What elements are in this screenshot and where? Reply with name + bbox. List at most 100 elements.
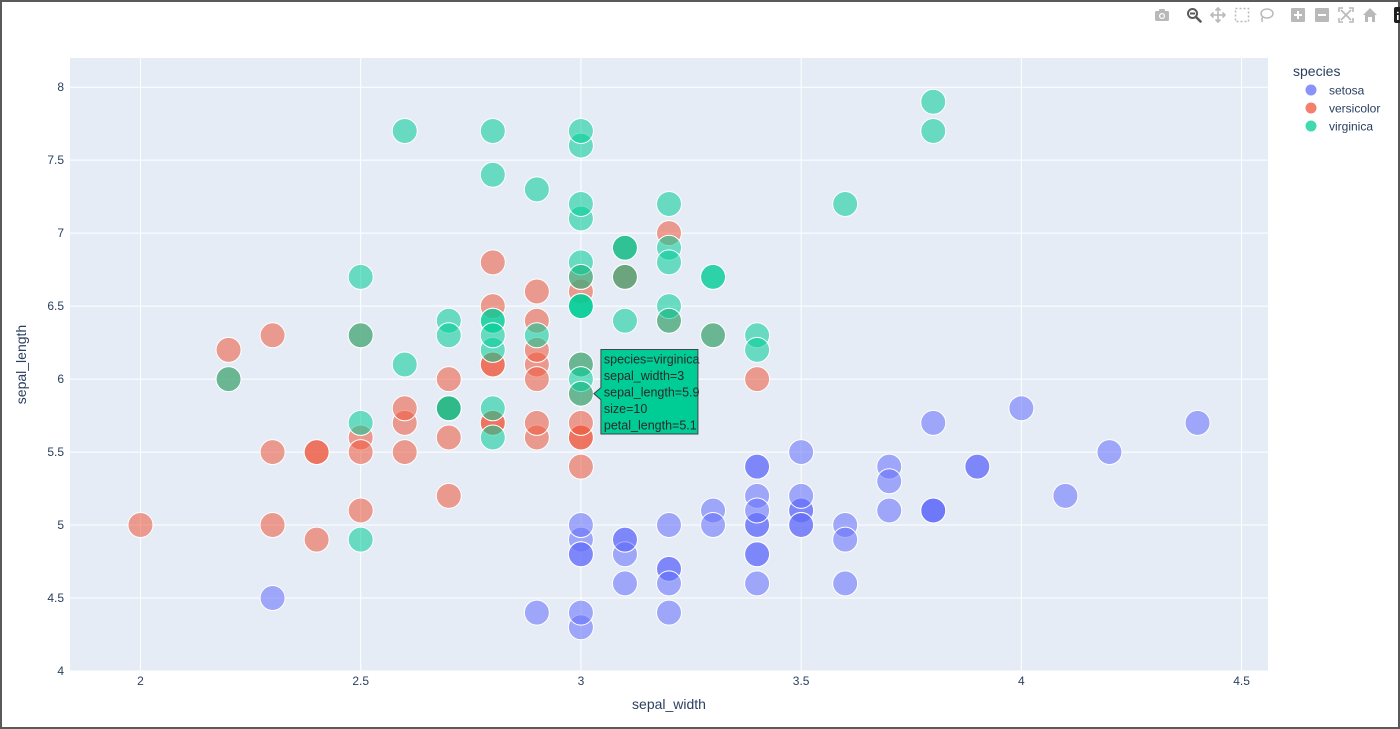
- data-point-versicolor[interactable]: [215, 336, 242, 363]
- data-point-virginica[interactable]: [347, 322, 374, 349]
- data-point-virginica[interactable]: [700, 263, 727, 290]
- data-point-setosa[interactable]: [788, 482, 815, 509]
- data-point-virginica[interactable]: [215, 366, 242, 393]
- data-point-virginica[interactable]: [391, 117, 418, 144]
- data-point-setosa[interactable]: [259, 585, 286, 612]
- data-point-versicolor[interactable]: [523, 366, 550, 393]
- data-point-setosa[interactable]: [611, 570, 638, 597]
- data-point-versicolor[interactable]: [347, 497, 374, 524]
- legend-item-versicolor[interactable]: versicolor: [1305, 102, 1381, 116]
- data-point-virginica[interactable]: [479, 424, 506, 451]
- data-point-virginica[interactable]: [479, 322, 506, 349]
- data-point-versicolor[interactable]: [391, 395, 418, 422]
- data-point-virginica[interactable]: [567, 190, 594, 217]
- data-point-virginica[interactable]: [611, 307, 638, 334]
- data-point-setosa[interactable]: [700, 512, 727, 539]
- data-point-virginica[interactable]: [611, 234, 638, 261]
- zoom-icon[interactable]: [1182, 4, 1206, 26]
- legend-item-setosa[interactable]: setosa: [1305, 84, 1365, 98]
- zoom-out-icon[interactable]: [1310, 4, 1334, 26]
- data-point-versicolor[interactable]: [744, 366, 771, 393]
- data-point-virginica[interactable]: [347, 526, 374, 553]
- data-point-setosa[interactable]: [744, 570, 771, 597]
- legend[interactable]: species setosa versicolor virginica: [1293, 63, 1380, 134]
- data-point-versicolor[interactable]: [435, 424, 462, 451]
- data-point-virginica[interactable]: [523, 322, 550, 349]
- data-point-virginica[interactable]: [567, 293, 594, 320]
- data-point-virginica[interactable]: [347, 263, 374, 290]
- data-point-virginica[interactable]: [435, 322, 462, 349]
- data-point-virginica[interactable]: [567, 117, 594, 144]
- data-point-virginica[interactable]: [567, 263, 594, 290]
- data-point-setosa[interactable]: [920, 497, 947, 524]
- pan-icon[interactable]: [1206, 4, 1230, 26]
- data-points[interactable]: [127, 88, 1211, 641]
- data-point-setosa[interactable]: [744, 453, 771, 480]
- data-point-versicolor[interactable]: [259, 322, 286, 349]
- data-point-versicolor[interactable]: [479, 249, 506, 276]
- data-point-setosa[interactable]: [1008, 395, 1035, 422]
- data-point-virginica[interactable]: [700, 322, 727, 349]
- data-point-virginica[interactable]: [920, 117, 947, 144]
- data-point-versicolor[interactable]: [391, 439, 418, 466]
- data-point-setosa[interactable]: [1184, 409, 1211, 436]
- data-point-virginica[interactable]: [523, 176, 550, 203]
- data-point-virginica[interactable]: [920, 88, 947, 115]
- data-point-versicolor[interactable]: [435, 482, 462, 509]
- data-point-virginica[interactable]: [744, 336, 771, 363]
- x-tick-label: 4: [1018, 674, 1025, 688]
- data-point-setosa[interactable]: [1052, 482, 1079, 509]
- data-point-versicolor[interactable]: [259, 439, 286, 466]
- reset-axes-icon[interactable]: [1358, 4, 1382, 26]
- data-point-setosa[interactable]: [656, 570, 682, 597]
- data-point-virginica[interactable]: [611, 263, 638, 290]
- data-point-versicolor[interactable]: [567, 409, 594, 436]
- data-point-virginica[interactable]: [479, 117, 506, 144]
- data-point-versicolor[interactable]: [435, 366, 462, 393]
- data-point-setosa[interactable]: [1096, 439, 1123, 466]
- data-point-setosa[interactable]: [744, 541, 771, 568]
- data-point-versicolor[interactable]: [259, 512, 286, 539]
- data-point-virginica[interactable]: [479, 161, 506, 188]
- data-point-setosa[interactable]: [744, 497, 771, 524]
- data-point-setosa[interactable]: [876, 497, 903, 524]
- data-point-setosa[interactable]: [964, 453, 991, 480]
- data-point-virginica[interactable]: [479, 395, 506, 422]
- data-point-setosa[interactable]: [656, 512, 682, 539]
- camera-icon[interactable]: [1150, 4, 1174, 26]
- data-point-virginica[interactable]: [656, 307, 682, 334]
- data-point-setosa[interactable]: [832, 526, 859, 553]
- data-point-virginica[interactable]: [832, 190, 859, 217]
- autoscale-icon[interactable]: [1334, 4, 1358, 26]
- data-point-virginica[interactable]: [435, 395, 462, 422]
- data-point-setosa[interactable]: [567, 541, 594, 568]
- data-point-versicolor[interactable]: [303, 439, 330, 466]
- data-point-versicolor[interactable]: [303, 526, 330, 553]
- data-point-versicolor[interactable]: [127, 512, 154, 539]
- data-point-versicolor[interactable]: [523, 409, 550, 436]
- box-select-icon[interactable]: [1230, 4, 1254, 26]
- data-point-setosa[interactable]: [788, 512, 815, 539]
- data-point-setosa[interactable]: [567, 599, 594, 626]
- data-point-setosa[interactable]: [611, 526, 638, 553]
- data-point-virginica[interactable]: [656, 249, 682, 276]
- data-point-setosa[interactable]: [876, 468, 903, 495]
- data-point-versicolor[interactable]: [567, 453, 594, 480]
- data-point-setosa[interactable]: [920, 409, 947, 436]
- data-point-versicolor[interactable]: [347, 439, 374, 466]
- data-point-setosa[interactable]: [567, 512, 594, 539]
- data-point-versicolor[interactable]: [523, 278, 550, 305]
- zoom-in-icon[interactable]: [1286, 4, 1310, 26]
- plotly-logo-icon[interactable]: [1390, 4, 1400, 26]
- data-point-virginica[interactable]: [656, 190, 682, 217]
- data-point-setosa[interactable]: [523, 599, 550, 626]
- data-point-setosa[interactable]: [788, 439, 815, 466]
- data-point-setosa[interactable]: [832, 570, 859, 597]
- data-point-setosa[interactable]: [656, 599, 682, 626]
- lasso-icon[interactable]: [1254, 4, 1278, 26]
- data-point-virginica[interactable]: [391, 351, 418, 378]
- data-point-virginica[interactable]: [567, 380, 594, 407]
- data-point-virginica[interactable]: [347, 409, 374, 436]
- legend-item-virginica[interactable]: virginica: [1305, 120, 1374, 134]
